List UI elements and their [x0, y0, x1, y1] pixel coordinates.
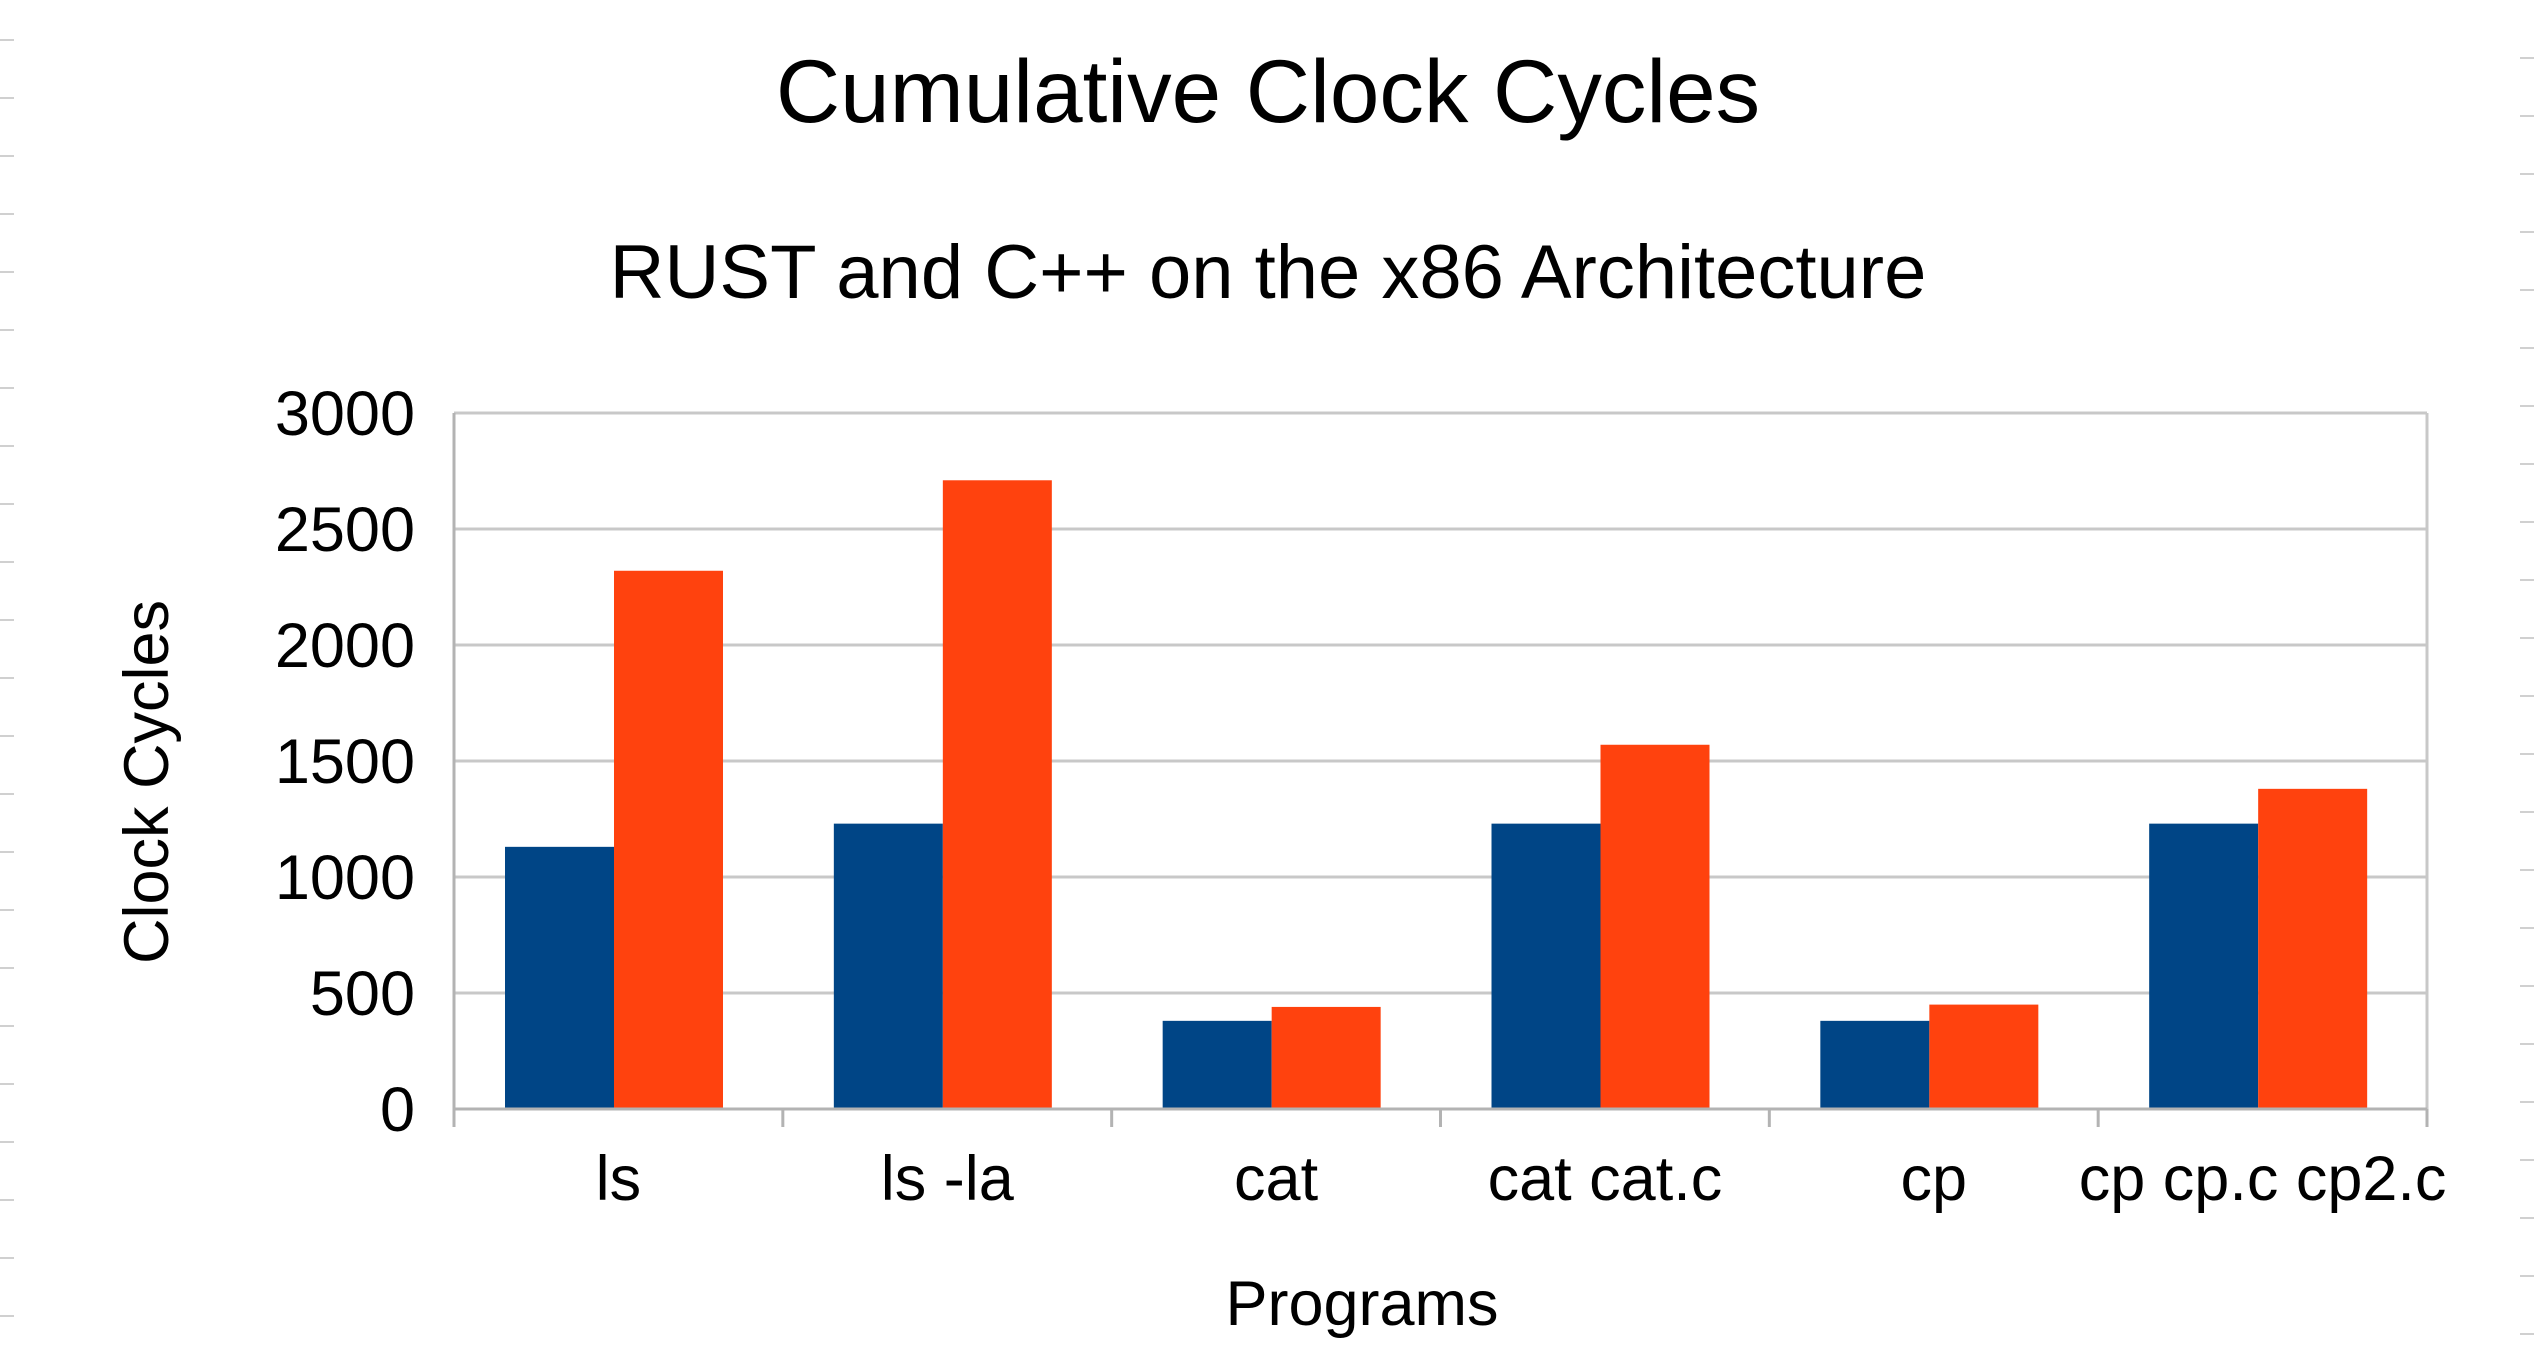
x-axis-label: Programs: [1225, 1269, 1498, 1339]
chart-subtitle: RUST and C++ on the x86 Architecture: [610, 230, 1927, 315]
bar-series2-4: [1929, 1004, 2039, 1109]
x-category-label-3: cat cat.c: [1488, 1144, 1723, 1214]
bar-series1-1: [833, 823, 943, 1109]
y-tick-labels: 0 500 1000 1500 2000 2500 3000: [275, 379, 415, 1145]
y-tick-label-5: 2500: [275, 495, 415, 565]
y-tick-label-1: 500: [310, 959, 415, 1029]
bar-series1-4: [1820, 1020, 1930, 1109]
x-category-label-2: cat: [1234, 1144, 1319, 1214]
bar-series1-5: [2149, 823, 2259, 1109]
x-category-labels: ls ls -la cat cat cat.c cp cp cp.c cp2.c: [596, 1144, 2447, 1214]
x-category-label-1: ls -la: [881, 1144, 1015, 1214]
chart-title: Cumulative Clock Cycles: [776, 41, 1760, 141]
x-category-label-0: ls: [596, 1144, 642, 1214]
y-tick-label-6: 3000: [275, 379, 415, 449]
x-category-label-4: cp: [1900, 1144, 1967, 1214]
bar-series2-2: [1271, 1006, 1381, 1109]
bar-series1-0: [505, 846, 614, 1109]
bar-series2-0: [614, 570, 723, 1109]
bar-series2-5: [2258, 788, 2368, 1109]
bar-series1-2: [1162, 1020, 1272, 1109]
y-tick-label-4: 2000: [275, 611, 415, 681]
gridlines: [454, 411, 2427, 995]
y-tick-label-3: 1500: [275, 727, 415, 797]
bar-series2-3: [1600, 744, 1710, 1109]
bar-series2-1: [942, 480, 1052, 1109]
y-tick-label-0: 0: [380, 1075, 415, 1145]
x-category-label-5: cp cp.c cp2.c: [2079, 1144, 2447, 1214]
axes: [452, 413, 2429, 1127]
bars: [505, 480, 2368, 1109]
bar-series1-3: [1491, 823, 1601, 1109]
y-axis-label: Clock Cycles: [112, 600, 182, 964]
page-edge-ticks: [0, 39, 2534, 1335]
y-tick-label-2: 1000: [275, 843, 415, 913]
